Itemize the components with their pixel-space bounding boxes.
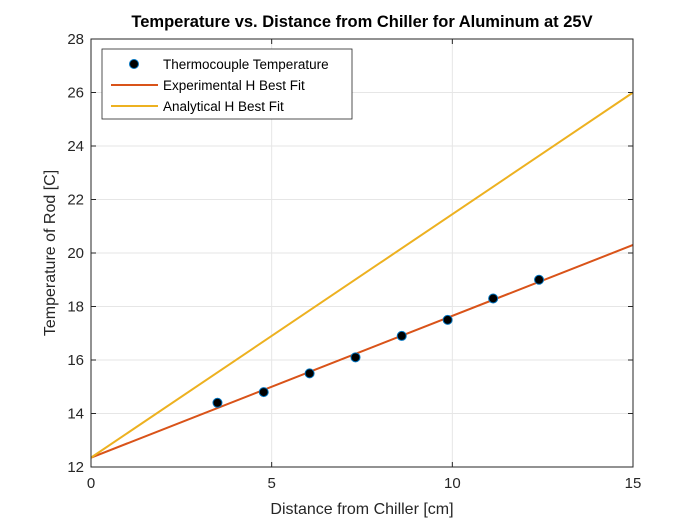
y-tick-label: 14 xyxy=(67,406,84,423)
data-point xyxy=(304,368,315,379)
legend-label-experimental: Experimental H Best Fit xyxy=(163,78,305,93)
y-tick-label: 12 xyxy=(67,459,84,476)
y-tick-label: 18 xyxy=(67,299,84,316)
legend-marker-thermocouple xyxy=(129,59,139,69)
y-tick-label: 22 xyxy=(67,192,84,209)
y-tick-label: 28 xyxy=(67,31,84,48)
series-line-2 xyxy=(90,91,634,459)
legend-label-analytical: Analytical H Best Fit xyxy=(163,99,284,114)
y-tick-label: 24 xyxy=(67,138,84,155)
data-point xyxy=(350,352,361,363)
x-tick-label: 0 xyxy=(87,475,95,492)
data-point xyxy=(258,387,269,398)
data-point xyxy=(534,274,545,285)
y-tick-label: 16 xyxy=(67,352,84,369)
y-tick-label: 26 xyxy=(67,85,84,102)
legend-label-thermocouple: Thermocouple Temperature xyxy=(163,57,329,72)
x-tick-label: 5 xyxy=(267,475,275,492)
ticks xyxy=(90,38,634,468)
y-tick-label: 20 xyxy=(67,245,84,262)
data-point xyxy=(442,314,453,325)
data-point xyxy=(212,397,223,408)
plot-content xyxy=(90,91,634,459)
legend: Thermocouple Temperature Experimental H … xyxy=(101,48,353,120)
x-axis-label: Distance from Chiller [cm] xyxy=(270,501,453,518)
chart-title: Temperature vs. Distance from Chiller fo… xyxy=(131,13,592,31)
data-point xyxy=(396,330,407,341)
y-axis-label: Temperature of Rod [C] xyxy=(42,170,59,336)
x-tick-label: 10 xyxy=(444,475,461,492)
x-tick-label: 15 xyxy=(625,475,642,492)
data-point xyxy=(488,293,499,304)
tick-labels: 0 5 10 15 12 14 16 18 20 22 24 26 28 xyxy=(67,31,641,492)
